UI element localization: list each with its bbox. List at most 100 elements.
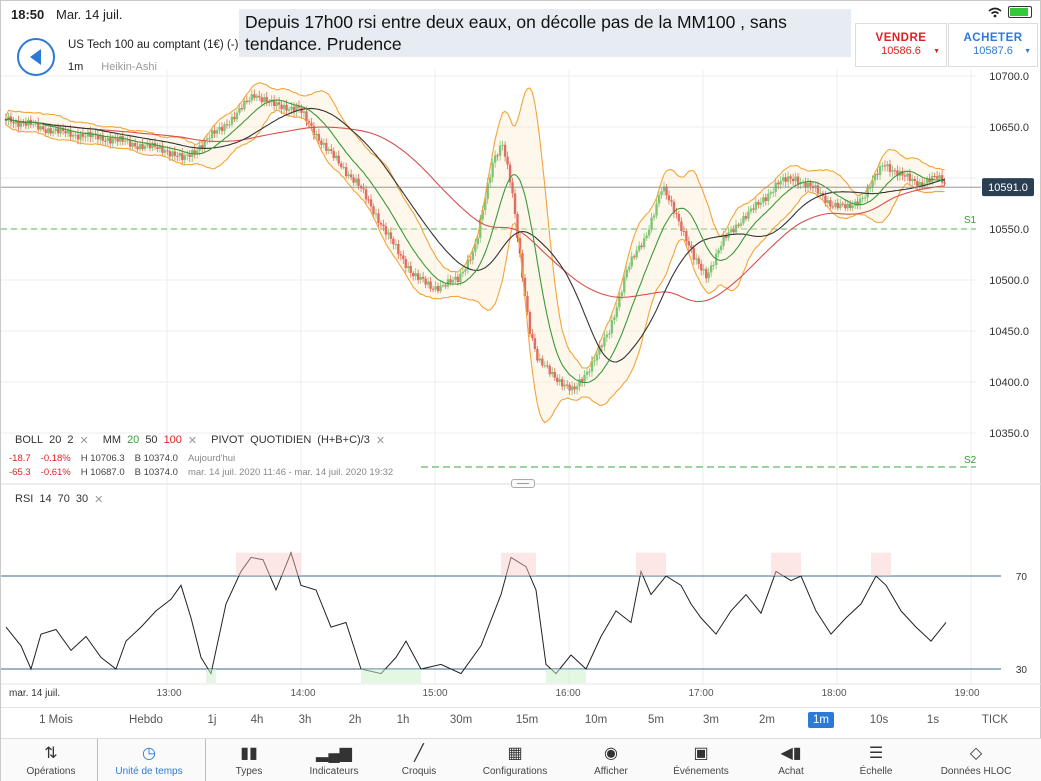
pane-resize-handle[interactable] (511, 479, 535, 488)
boll-close-icon[interactable]: ✕ (79, 435, 89, 447)
bottom-toolbar: ⇅ Opérations ◷ Unité de temps ▮▮ Types ▂▄▆ Indi… (1, 738, 1041, 781)
candle-body (104, 140, 107, 142)
candle-body (660, 191, 663, 196)
candle-body (719, 245, 723, 251)
stats-pct: -0.18% (40, 453, 71, 464)
toolbar-bar-chart[interactable]: ▂▄▆ Indicateurs (289, 739, 379, 781)
current-price-badge (982, 178, 1034, 197)
candle-body (119, 136, 122, 142)
timeframe-10s[interactable]: 10s (869, 714, 889, 726)
mm-label[interactable]: MM (102, 434, 122, 446)
status-date: Mar. 14 juil. (56, 7, 123, 22)
timeframe-1m[interactable]: 1m (808, 712, 834, 728)
candle-body (441, 285, 445, 287)
candle-body (849, 203, 852, 208)
timeframe-5m[interactable]: 5m (648, 714, 664, 726)
candle-body (506, 156, 509, 165)
rsi-label[interactable]: RSI (15, 493, 34, 505)
timeframe-10m[interactable]: 10m (584, 714, 608, 726)
timeframe-1-mois[interactable]: 1 Mois (39, 714, 73, 726)
candle-body (367, 199, 370, 201)
candle-body (729, 229, 733, 233)
candle-body (548, 366, 551, 375)
calendar-icon: ▣ (693, 745, 709, 762)
toolbar-diamond[interactable]: ◇ Données HLOC (931, 739, 1021, 781)
candle-body (215, 130, 219, 134)
candle-body (248, 100, 251, 103)
candle-body (24, 122, 28, 126)
timeframe-30m[interactable]: 30m (449, 714, 473, 726)
interval-label[interactable]: 1m (68, 61, 84, 73)
candle-body (603, 337, 606, 347)
candle-body (354, 178, 358, 183)
candle-body (757, 202, 760, 205)
timeframe-3h[interactable]: 3h (298, 714, 312, 726)
candle-body (707, 272, 710, 279)
timeframe-bar: 1 Mois Hebdo 1j 4h 3h 2h 1h 30m 15m 10m 5m 3m 2m 1m 10… (1, 707, 1041, 733)
candle-body (183, 155, 186, 160)
pencil-icon: ╱ (414, 745, 424, 762)
candle-body (642, 238, 646, 248)
candle-body (133, 142, 137, 147)
mm-50-label: 50 (145, 434, 158, 446)
back-button[interactable] (17, 38, 55, 76)
candle-body (352, 177, 355, 183)
layout-icon: ▦ (507, 745, 523, 762)
toolbar-calendar[interactable]: ▣ Événements (656, 739, 746, 781)
pivot-label[interactable]: PIVOT (211, 434, 245, 446)
timeframe-tick[interactable]: TICK (981, 714, 1009, 726)
boll-label[interactable]: BOLL (15, 434, 44, 446)
candle-body (310, 122, 313, 126)
toolbar-clock[interactable]: ◷ Unité de temps (104, 739, 194, 781)
toolbar-layout[interactable]: ▦ Configurations (470, 739, 560, 781)
toolbar-eye[interactable]: ◉ Afficher (566, 739, 656, 781)
candle-body (563, 384, 566, 387)
timeframe-2h[interactable]: 2h (348, 714, 362, 726)
candle-body (526, 296, 529, 313)
sell-button[interactable]: VENDRE 10586.6 ▼ (855, 23, 947, 67)
candle-body (56, 128, 60, 134)
toolbar-candlestick[interactable]: ▮▮ Types (204, 739, 294, 781)
candle-body (282, 104, 286, 110)
timeframe-3m[interactable]: 3m (703, 714, 719, 726)
timeframe-2m[interactable]: 2m (759, 714, 775, 726)
candle-body (702, 269, 705, 271)
candle-body (553, 371, 556, 378)
candle-body (344, 167, 348, 177)
toolbar-scale[interactable]: ☰ Échelle (831, 739, 921, 781)
candle-body (794, 176, 797, 182)
candle-body (705, 269, 708, 279)
pivot-close-icon[interactable]: ✕ (375, 435, 386, 447)
chart-style-label[interactable]: Heikin-Ashi (101, 61, 157, 73)
candle-body (809, 182, 812, 187)
rsi-close-icon[interactable]: ✕ (94, 494, 104, 506)
candle-body (655, 203, 658, 216)
toolbar-buy[interactable]: ◀▮ Achat (746, 739, 836, 781)
candle-body (700, 263, 703, 271)
candle-body (364, 189, 368, 200)
rsi-oversold-fill (206, 669, 216, 683)
candle-body (764, 197, 768, 202)
rsi-legend: RSI 14 70 30 ✕ (15, 493, 103, 506)
toolbar-pencil[interactable]: ╱ Croquis (374, 739, 464, 781)
toolbar-operations[interactable]: ⇅ Opérations (6, 739, 96, 781)
instrument-name[interactable]: US Tech 100 au comptant (1€) (-) (68, 39, 239, 51)
price-chart[interactable]: 10700.0 10650.0 10550.0 10500.0 10450.0 10400… (1, 1, 1041, 706)
rsi-period: 14 (39, 493, 52, 505)
timeframe-15m[interactable]: 15m (515, 714, 539, 726)
candle-body (496, 155, 499, 157)
candle-body (454, 276, 457, 280)
timeframe-hebdo[interactable]: Hebdo (129, 714, 163, 726)
candle-body (491, 162, 494, 178)
mm-100-label: 100 (163, 434, 182, 446)
timeframe-1j[interactable]: 1j (207, 714, 217, 726)
timeframe-1h[interactable]: 1h (396, 714, 410, 726)
buy-button[interactable]: ACHETER 10587.6 ▼ (948, 23, 1038, 67)
candle-body (285, 104, 288, 111)
time-tick-label: 15:00 (422, 688, 447, 699)
timeframe-4h[interactable]: 4h (250, 714, 264, 726)
timeframe-1s[interactable]: 1s (926, 714, 940, 726)
candle-body (568, 384, 571, 391)
mm-close-icon[interactable]: ✕ (187, 435, 198, 447)
bollinger-upper-line (5, 82, 945, 369)
